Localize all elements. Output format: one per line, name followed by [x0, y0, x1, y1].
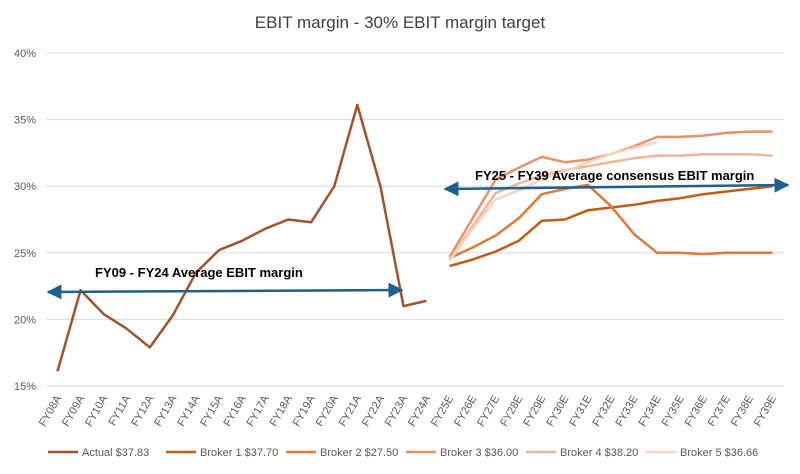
legend-label: Broker 1 $37.70	[200, 447, 278, 459]
legend-label: Broker 5 $36.66	[680, 447, 758, 459]
y-tick-label: 35%	[14, 115, 36, 127]
chart-title: EBIT margin - 30% EBIT margin target	[255, 13, 546, 32]
series-line	[448, 140, 658, 262]
y-tick-label: 20%	[14, 314, 36, 326]
annotation: FY25 - FY39 Average consensus EBIT margi…	[475, 168, 754, 183]
legend-label: Actual $37.83	[82, 447, 149, 459]
y-tick-label: 25%	[14, 248, 36, 260]
legend-label: Broker 2 $27.50	[320, 447, 398, 459]
y-tick-label: 15%	[14, 381, 36, 393]
x-tick-label: FY39E	[752, 394, 779, 429]
legend-label: Broker 4 $38.20	[560, 447, 638, 459]
series-line	[449, 183, 773, 260]
y-tick-label: 40%	[14, 48, 36, 60]
x-tick-label: FY10A	[83, 393, 111, 429]
y-tick-label: 30%	[14, 181, 36, 193]
average-arrow	[46, 282, 404, 300]
legend-label: Broker 3 $36.00	[440, 447, 518, 459]
average-arrow	[443, 177, 790, 197]
series-line	[448, 130, 773, 258]
annotation: FY09 - FY24 Average EBIT margin	[95, 265, 303, 280]
series-line	[56, 103, 427, 372]
